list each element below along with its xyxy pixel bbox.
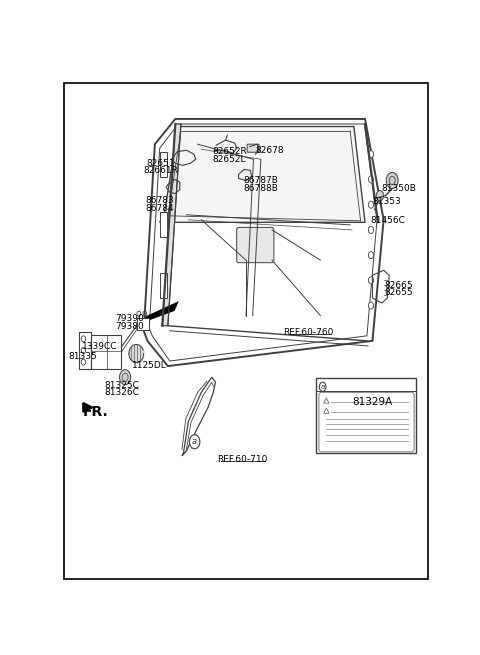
Text: 81456C: 81456C: [371, 216, 406, 225]
Text: 81353: 81353: [372, 196, 401, 206]
Text: FR.: FR.: [83, 405, 108, 419]
Circle shape: [190, 435, 200, 449]
Circle shape: [368, 176, 373, 183]
Text: 82651: 82651: [146, 159, 175, 168]
Text: 82661R: 82661R: [143, 166, 178, 176]
Circle shape: [386, 172, 398, 189]
FancyBboxPatch shape: [79, 332, 91, 369]
FancyBboxPatch shape: [319, 392, 414, 452]
Text: 81335: 81335: [69, 352, 97, 361]
Text: 81350B: 81350B: [381, 184, 416, 193]
Text: 86784: 86784: [145, 204, 174, 213]
FancyBboxPatch shape: [137, 318, 148, 329]
Circle shape: [368, 302, 373, 309]
Polygon shape: [162, 124, 181, 326]
Text: 82665: 82665: [384, 281, 413, 290]
Text: 79390: 79390: [116, 314, 144, 323]
Text: REF.60-760: REF.60-760: [283, 328, 334, 337]
Text: 79380: 79380: [116, 322, 144, 331]
FancyBboxPatch shape: [237, 227, 274, 263]
Text: 82678: 82678: [256, 145, 285, 155]
FancyBboxPatch shape: [247, 144, 259, 152]
Text: REF.60-710: REF.60-710: [217, 455, 267, 464]
FancyBboxPatch shape: [160, 272, 167, 298]
Text: 86783: 86783: [145, 196, 174, 205]
FancyBboxPatch shape: [160, 152, 167, 177]
Text: 1125DL: 1125DL: [132, 360, 167, 369]
Circle shape: [368, 227, 373, 233]
Text: 82655: 82655: [384, 288, 413, 297]
Polygon shape: [145, 301, 178, 322]
FancyBboxPatch shape: [316, 378, 416, 453]
Text: 81325C: 81325C: [104, 381, 139, 390]
Text: a: a: [321, 384, 325, 390]
Polygon shape: [160, 126, 365, 222]
Circle shape: [120, 369, 131, 384]
Text: 81326C: 81326C: [104, 388, 139, 398]
Text: 86787B: 86787B: [243, 176, 278, 185]
Text: 86788B: 86788B: [243, 183, 278, 193]
Text: 82652L: 82652L: [213, 155, 246, 164]
Text: 1339CC: 1339CC: [83, 343, 118, 352]
FancyBboxPatch shape: [64, 83, 428, 579]
FancyBboxPatch shape: [160, 212, 167, 238]
Text: a: a: [192, 438, 197, 446]
Text: 82652R: 82652R: [212, 147, 247, 157]
Text: 81329A: 81329A: [352, 398, 393, 407]
Circle shape: [368, 151, 373, 158]
Circle shape: [368, 252, 373, 259]
Circle shape: [368, 277, 373, 284]
Circle shape: [368, 201, 373, 208]
Circle shape: [376, 191, 384, 200]
